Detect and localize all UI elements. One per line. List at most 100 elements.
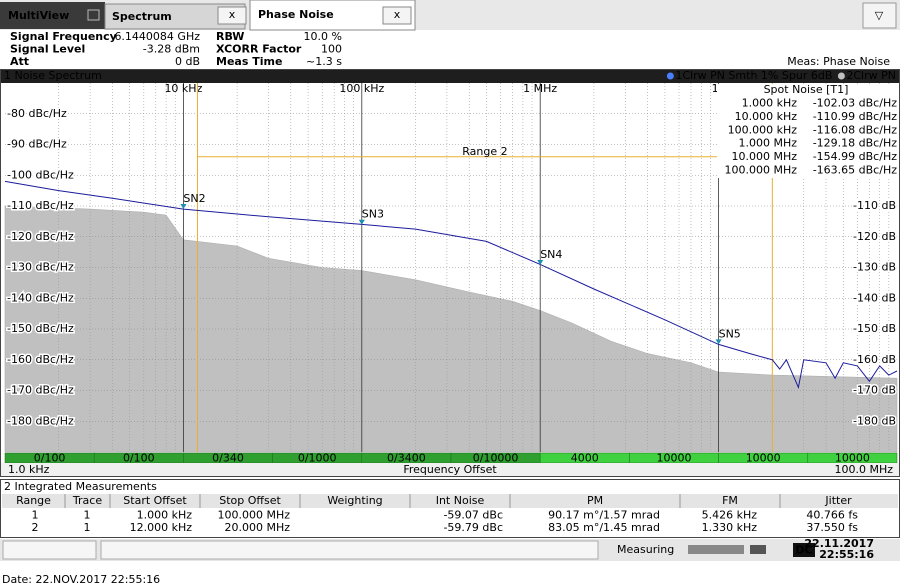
segment-label: 0/100	[123, 452, 155, 465]
y-tick-label: -130 dBc/Hz	[7, 261, 74, 274]
y2-tick-label: -110 dB	[853, 199, 896, 212]
status-field	[100, 540, 599, 560]
status-date: 22.11.2017	[804, 537, 874, 550]
tab-label[interactable]: Phase Noise	[258, 8, 334, 21]
table-header: PM	[587, 494, 603, 507]
x-end-label: 100.0 MHz	[834, 463, 893, 476]
spot-marker-label: SN2	[183, 192, 205, 205]
spot-noise-value: -154.99 dBc/Hz	[813, 150, 898, 163]
y-tick-label: -120 dBc/Hz	[7, 230, 74, 243]
status-icon	[750, 545, 766, 554]
table-header: Weighting	[327, 494, 382, 507]
spot-marker-label: SN4	[540, 248, 562, 261]
spot-noise-box	[717, 84, 897, 178]
y2-tick-label: -170 dB	[853, 384, 896, 397]
progress-bar	[688, 545, 744, 554]
header-field: ~1.3 s	[306, 55, 342, 68]
spot-noise-offset: 10.000 kHz	[735, 110, 798, 123]
table-cell: 1	[84, 509, 91, 522]
status-time: 22:55:16	[819, 548, 874, 561]
table-cell: 100.000 MHz	[217, 509, 290, 522]
table-cell: 1.330 kHz	[702, 521, 758, 534]
header-field: 10.0 %	[304, 30, 342, 43]
y2-tick-label: -180 dB	[853, 414, 896, 427]
spot-noise-offset: 100.000 MHz	[724, 164, 797, 177]
y2-tick-label: -130 dB	[853, 261, 896, 274]
status-coupling: DC	[795, 544, 812, 557]
table-cell: 5.426 kHz	[702, 509, 758, 522]
spot-noise-offset: 100.000 kHz	[728, 123, 798, 136]
table-header: Start Offset	[123, 494, 187, 507]
menu-icon[interactable]: ▽	[875, 9, 884, 22]
spot-noise-title: Spot Noise [T1]	[764, 83, 849, 96]
spot-marker	[358, 219, 365, 225]
header-field: 0 dB	[175, 55, 200, 68]
tab-close[interactable]	[382, 6, 412, 25]
spot-marker	[180, 204, 187, 210]
spot-noise-value: -129.18 dBc/Hz	[813, 137, 898, 150]
segment-label: 0/1000	[298, 452, 337, 465]
y2-tick-label: -120 dB	[853, 230, 896, 243]
spot-marker	[537, 259, 544, 265]
tab-icon	[87, 9, 100, 21]
spot-noise-value: -163.65 dBc/Hz	[813, 164, 898, 177]
spot-noise-offset: 10.000 MHz	[731, 150, 797, 163]
tab-label[interactable]: MultiView	[8, 9, 69, 22]
header-field: 100	[321, 43, 342, 56]
chart-title-bar	[0, 69, 900, 83]
y2-tick-label: -140 dB	[853, 291, 896, 304]
spot-noise-value: -116.08 dBc/Hz	[813, 123, 898, 136]
table-header: Int Noise	[436, 494, 485, 507]
table-header: FM	[722, 494, 738, 507]
table-cell: 40.766 fs	[806, 509, 858, 522]
y-tick-label: -100 dBc/Hz	[7, 168, 74, 181]
legend-swatch	[837, 72, 845, 80]
status-field	[2, 540, 97, 560]
y-tick-label: -150 dBc/Hz	[7, 322, 74, 335]
spot-noise-value: -102.03 dBc/Hz	[813, 97, 898, 110]
table-header-bg	[2, 494, 898, 508]
table-cell: 2	[32, 521, 39, 534]
table-cell: 12.000 kHz	[130, 521, 193, 534]
table-title: 2 Integrated Measurements	[4, 480, 157, 493]
measurement-name: Meas: Phase Noise	[787, 55, 890, 68]
coupling-box	[793, 543, 815, 557]
header-field: Signal Frequency	[10, 30, 117, 43]
table-frame	[0, 479, 900, 538]
tab-close-label[interactable]: x	[229, 8, 236, 21]
menu-button[interactable]	[862, 2, 897, 29]
table-header: Jitter	[824, 494, 852, 507]
y-tick-label: -180 dBc/Hz	[7, 414, 74, 427]
header-field: XCORR Factor	[216, 43, 302, 56]
segment-label: 10000	[835, 452, 870, 465]
y-tick-label: -90 dBc/Hz	[7, 138, 67, 151]
table-cell: -59.07 dBc	[443, 509, 503, 522]
y2-tick-label: -150 dB	[853, 322, 896, 335]
spot-marker-label: SN5	[719, 327, 741, 340]
table-cell: 1	[32, 509, 39, 522]
legend-label: 1Clrw PN Smth 1% Spur 6dB	[675, 69, 832, 82]
status-state: Measuring	[617, 543, 674, 556]
spot-noise-offset: 1.000 MHz	[738, 137, 797, 150]
tab-close-label[interactable]: x	[394, 8, 401, 21]
table-header: Range	[16, 494, 51, 507]
footer: Date: 22.NOV.2017 22:55:16	[2, 573, 160, 586]
tab[interactable]	[249, 0, 416, 31]
tab-label[interactable]: Spectrum	[112, 10, 172, 23]
table-cell: 90.17 m°/1.57 mrad	[548, 509, 660, 522]
legend-swatch	[666, 72, 674, 80]
x-tick-label: 100 kHz	[339, 82, 384, 95]
axis-footer	[0, 463, 900, 477]
table-header: Trace	[72, 494, 102, 507]
spot-marker	[715, 339, 722, 345]
tab-close[interactable]	[217, 6, 247, 25]
legend-label: 2Clrw PN	[846, 69, 896, 82]
y-tick-label: -160 dBc/Hz	[7, 353, 74, 366]
y-tick-label: -170 dBc/Hz	[7, 384, 74, 397]
header-field: Meas Time	[216, 55, 282, 68]
segment-label: 4000	[571, 452, 599, 465]
segment-label: 10000	[657, 452, 692, 465]
y-tick-label: -80 dBc/Hz	[7, 107, 67, 120]
table-cell: 37.550 fs	[806, 521, 858, 534]
